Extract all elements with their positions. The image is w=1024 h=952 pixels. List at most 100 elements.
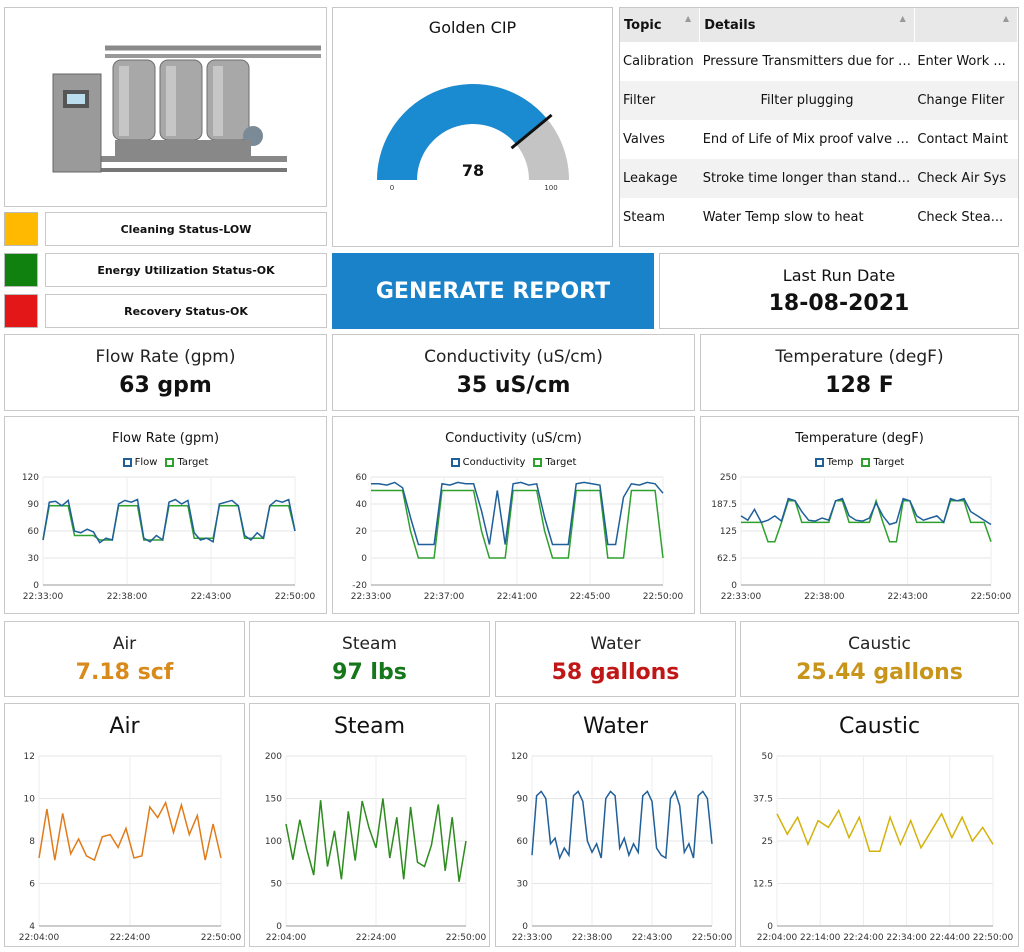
table-cell: Valves — [623, 132, 665, 147]
table-cell: End of Life of Mix proof valve 3... — [702, 132, 915, 147]
legend-item[interactable]: Conductivity — [450, 457, 525, 468]
series-line-1 — [741, 498, 992, 543]
kpi-air: Air 7.18 scf — [4, 621, 245, 697]
x-tick-label: 22:34:00 — [886, 933, 927, 943]
y-tick-label: 90 — [517, 795, 529, 805]
kpi-value: 25.44 gallons — [796, 659, 963, 685]
x-tick-label: 22:50:00 — [971, 592, 1012, 602]
legend-item[interactable]: Target — [165, 457, 208, 468]
kpi-label: Flow Rate (gpm) — [95, 347, 236, 367]
kpi-value: 35 uS/cm — [456, 373, 571, 398]
topics-table-panel: Topic ▲ Details ▲ ▲ Calibration Pressure Tr… — [619, 7, 1019, 247]
chart-legend: Conductivity Target — [333, 457, 694, 468]
air-chart: 12 10 8 6 422:04:00 22:24:00 22:50:00 — [19, 752, 242, 943]
y-tick-label: 60 — [28, 527, 40, 537]
table-cell: Enter Work ... — [917, 54, 1006, 69]
y-tick-label: 150 — [265, 795, 282, 805]
table-row[interactable]: Leakage Stroke time longer than standard C… — [620, 159, 1018, 198]
x-tick-label: 22:33:00 — [23, 592, 64, 602]
x-tick-label: 22:24:00 — [356, 933, 397, 943]
table-cell: Water Temp slow to heat — [702, 210, 864, 225]
chart-title: Temperature (degF) — [795, 431, 924, 446]
last-run-panel: Last Run Date 18-08-2021 — [659, 253, 1019, 329]
topics-table: Topic ▲ Details ▲ ▲ Calibration Pressure Tr… — [620, 8, 1019, 237]
air-chart-panel: Air 12 10 8 6 4 22:04:00 22:24:00 22:50:00 — [4, 703, 245, 947]
y-tick-label: 0 — [522, 922, 528, 932]
chart-title: Flow Rate (gpm) — [111, 431, 220, 446]
y-tick-label: 50 — [762, 752, 774, 762]
sort-up-icon[interactable]: ▲ — [685, 14, 692, 23]
sort-up-icon[interactable]: ▲ — [899, 14, 906, 23]
y-tick-label: 6 — [29, 880, 35, 890]
chart-legend: Flow Target — [5, 457, 326, 468]
x-tick-label: 22:50:00 — [446, 933, 487, 943]
series-line-1 — [42, 505, 296, 541]
kpi-label: Air — [112, 633, 137, 654]
gauge-title: Golden CIP — [428, 18, 517, 37]
table-row[interactable]: Valves End of Life of Mix proof valve 3..… — [620, 120, 1018, 159]
kpi-label: Conductivity (uS/cm) — [424, 347, 603, 367]
x-tick-label: 22:04:00 — [266, 933, 307, 943]
y-tick-label: 0 — [276, 922, 282, 932]
table-cell: Filter — [620, 81, 700, 120]
table-cell: Steam — [623, 210, 665, 225]
last-run-value: 18-08-2021 — [768, 291, 910, 316]
x-tick-label: 22:04:00 — [757, 933, 798, 943]
column-header-action[interactable]: ▲ — [914, 8, 1019, 42]
series-line-0 — [740, 497, 992, 526]
y-tick-label: 12 — [24, 752, 35, 762]
y-tick-label: 12.5 — [753, 880, 773, 890]
y-tick-label: -20 — [352, 581, 367, 591]
x-tick-label: 22:50:00 — [973, 933, 1014, 943]
legend-item[interactable]: Flow — [122, 457, 157, 468]
x-tick-label: 22:50:00 — [275, 592, 316, 602]
last-run-label: Last Run Date — [782, 266, 896, 285]
cleaning-status-label: Cleaning Status-LOW — [45, 212, 327, 246]
y-tick-label: 90 — [28, 500, 40, 510]
y-tick-label: 30 — [517, 880, 529, 890]
column-header-details[interactable]: Details ▲ — [699, 8, 915, 42]
chart-title: Air — [109, 714, 140, 739]
x-tick-label: 22:43:00 — [632, 933, 673, 943]
x-tick-label: 22:44:00 — [930, 933, 971, 943]
x-tick-label: 22:43:00 — [191, 592, 232, 602]
kpi-label: Steam — [342, 633, 397, 654]
gauge-max-label: 100 — [544, 184, 557, 192]
legend-item[interactable]: Temp — [814, 457, 853, 468]
gauge-needle — [510, 113, 553, 150]
x-tick-label: 22:41:00 — [497, 592, 538, 602]
water-chart-panel: Water 120 90 60 30 0 22:33:00 22:38:00 22:43:00… — [495, 703, 736, 947]
energy-status-indicator — [4, 253, 38, 287]
chart-title: Conductivity (uS/cm) — [445, 431, 582, 446]
legend-item[interactable]: Target — [861, 457, 904, 468]
temperature-chart-panel: Temperature (degF) Temp Target 250 187.5 1… — [700, 416, 1019, 614]
status-indicators: Cleaning Status-LOW Energy Utilization S… — [4, 212, 327, 330]
y-tick-label: 0 — [731, 581, 737, 591]
x-tick-label: 22:24:00 — [843, 933, 884, 943]
y-tick-label: 60 — [356, 473, 368, 483]
table-cell: Change Fliter — [914, 81, 1018, 120]
energy-status-label: Energy Utilization Status-OK — [45, 253, 327, 287]
y-tick-label: 120 — [22, 473, 39, 483]
equipment-image-panel — [4, 7, 327, 207]
temperature-chart: 250 187.5 125 62.5 022:33:00 22:38:00 22:43:00… — [711, 473, 1012, 602]
y-tick-label: 62.5 — [717, 554, 737, 564]
recovery-status-label: Recovery Status-OK — [45, 294, 327, 328]
table-row[interactable]: Calibration Pressure Transmitters due for… — [620, 42, 1018, 81]
kpi-value: 128 F — [825, 373, 894, 398]
kpi-value: 97 lbs — [332, 659, 407, 685]
kpi-value: 63 gpm — [119, 373, 212, 398]
sort-up-icon[interactable]: ▲ — [1002, 14, 1009, 23]
y-tick-label: 50 — [271, 880, 283, 890]
series-line — [38, 800, 222, 862]
x-tick-label: 22:43:00 — [887, 592, 928, 602]
legend-item[interactable]: Target — [533, 457, 576, 468]
x-tick-label: 22:33:00 — [512, 933, 553, 943]
table-row[interactable]: Filter Filter plugging Change Fliter — [620, 81, 1018, 120]
gauge-min-label: 0 — [390, 184, 394, 192]
generate-report-button[interactable]: GENERATE REPORT — [332, 253, 654, 329]
table-row[interactable]: Steam Water Temp slow to heat Check Stea..… — [620, 198, 1018, 237]
table-cell: Stroke time longer than standard — [699, 159, 915, 198]
column-header-topic[interactable]: Topic ▲ — [620, 8, 701, 42]
